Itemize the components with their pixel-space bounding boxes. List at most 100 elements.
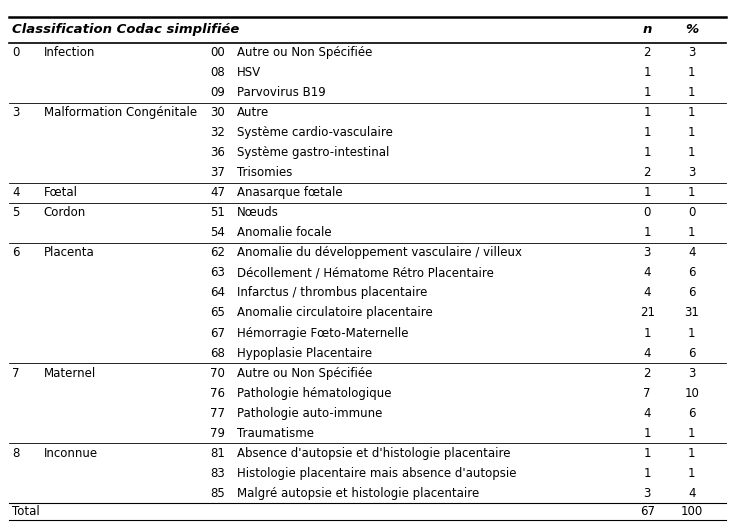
Text: 6: 6 [12,246,20,259]
Text: 47: 47 [210,186,225,199]
Text: HSV: HSV [237,66,261,79]
Text: Placenta: Placenta [44,246,95,259]
Text: 4: 4 [688,246,695,259]
Text: 6: 6 [688,267,695,279]
Text: Fœtal: Fœtal [44,186,78,199]
Text: Autre ou Non Spécifiée: Autre ou Non Spécifiée [237,367,373,379]
Text: Malformation Congénitale: Malformation Congénitale [44,106,197,119]
Text: 1: 1 [643,427,651,440]
Text: 37: 37 [210,166,225,179]
Text: 1: 1 [688,86,695,99]
Text: 31: 31 [684,306,699,320]
Text: 4: 4 [12,186,20,199]
Text: 63: 63 [210,267,225,279]
Text: 6: 6 [688,286,695,299]
Text: Traumatisme: Traumatisme [237,427,314,440]
Text: Autre: Autre [237,106,270,119]
Text: 3: 3 [688,166,695,179]
Text: 1: 1 [643,326,651,340]
Text: 1: 1 [643,467,651,480]
Text: 1: 1 [643,226,651,240]
Text: Cordon: Cordon [44,206,86,219]
Text: Décollement / Hématome Rétro Placentaire: Décollement / Hématome Rétro Placentaire [237,267,494,279]
Text: Système gastro-intestinal: Système gastro-intestinal [237,146,390,159]
Text: Système cardio-vasculaire: Système cardio-vasculaire [237,126,393,139]
Text: 1: 1 [688,186,695,199]
Text: 67: 67 [639,505,655,518]
Text: 09: 09 [210,86,225,99]
Text: 1: 1 [643,447,651,460]
Text: 51: 51 [210,206,225,219]
Text: Anomalie du développement vasculaire / villeux: Anomalie du développement vasculaire / v… [237,246,522,259]
Text: Nœuds: Nœuds [237,206,279,219]
Text: 30: 30 [210,106,225,119]
Text: 77: 77 [210,407,225,420]
Text: Malgré autopsie et histologie placentaire: Malgré autopsie et histologie placentair… [237,487,479,500]
Text: 1: 1 [643,186,651,199]
Text: Total: Total [12,505,40,518]
Text: 1: 1 [688,467,695,480]
Text: Pathologie hématologique: Pathologie hématologique [237,386,392,400]
Text: n: n [642,23,652,37]
Text: 68: 68 [210,347,225,359]
Text: 1: 1 [688,146,695,159]
Text: 83: 83 [210,467,225,480]
Text: 1: 1 [643,106,651,119]
Text: 76: 76 [210,386,225,400]
Text: 1: 1 [688,106,695,119]
Text: 2: 2 [643,166,651,179]
Text: 67: 67 [210,326,225,340]
Text: 62: 62 [210,246,225,259]
Text: 70: 70 [210,367,225,379]
Text: Pathologie auto-immune: Pathologie auto-immune [237,407,382,420]
Text: 0: 0 [688,206,695,219]
Text: 8: 8 [12,447,20,460]
Text: 2: 2 [643,46,651,59]
Text: 1: 1 [688,326,695,340]
Text: 7: 7 [643,386,651,400]
Text: 10: 10 [684,386,699,400]
Text: 0: 0 [644,206,651,219]
Text: Infection: Infection [44,46,96,59]
Text: 81: 81 [210,447,225,460]
Text: 21: 21 [639,306,655,320]
Text: 4: 4 [643,286,651,299]
Text: Trisomies: Trisomies [237,166,293,179]
Text: 65: 65 [210,306,225,320]
Text: 2: 2 [643,367,651,379]
Text: 3: 3 [12,106,20,119]
Text: 64: 64 [210,286,225,299]
Text: Histologie placentaire mais absence d'autopsie: Histologie placentaire mais absence d'au… [237,467,517,480]
Text: 1: 1 [688,427,695,440]
Text: 08: 08 [210,66,225,79]
Text: 3: 3 [644,487,651,500]
Text: 4: 4 [688,487,695,500]
Text: Parvovirus B19: Parvovirus B19 [237,86,326,99]
Text: Classification Codac simplifiée: Classification Codac simplifiée [12,23,240,37]
Text: 5: 5 [12,206,20,219]
Text: 00: 00 [210,46,225,59]
Text: 85: 85 [210,487,225,500]
Text: 3: 3 [644,246,651,259]
Text: 7: 7 [12,367,20,379]
Text: 1: 1 [688,66,695,79]
Text: 4: 4 [643,267,651,279]
Text: Hémorragie Fœto-Maternelle: Hémorragie Fœto-Maternelle [237,326,409,340]
Text: 100: 100 [681,505,703,518]
Text: 0: 0 [12,46,20,59]
Text: %: % [685,23,698,37]
Text: Maternel: Maternel [44,367,96,379]
Text: Anomalie focale: Anomalie focale [237,226,331,240]
Text: 6: 6 [688,347,695,359]
Text: 1: 1 [688,447,695,460]
Text: 54: 54 [210,226,225,240]
Text: 32: 32 [210,126,225,139]
Text: 1: 1 [643,66,651,79]
Text: 4: 4 [643,407,651,420]
Text: 1: 1 [688,226,695,240]
Text: Absence d'autopsie et d'histologie placentaire: Absence d'autopsie et d'histologie place… [237,447,511,460]
Text: Anomalie circulatoire placentaire: Anomalie circulatoire placentaire [237,306,433,320]
Text: 1: 1 [643,126,651,139]
Text: Inconnue: Inconnue [44,447,98,460]
Text: Autre ou Non Spécifiée: Autre ou Non Spécifiée [237,46,373,59]
